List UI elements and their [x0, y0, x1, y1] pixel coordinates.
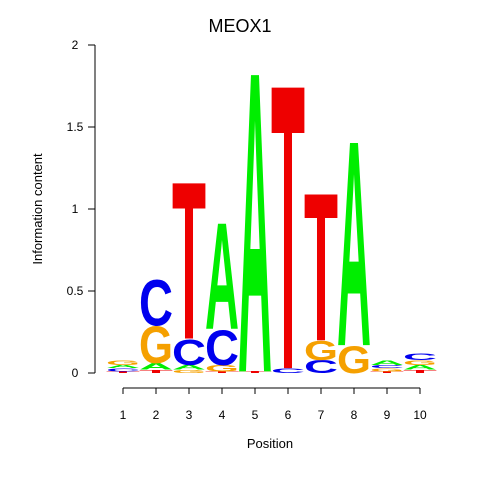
logo-letter-g: G: [403, 359, 437, 367]
logo-letter-c: C: [370, 364, 404, 369]
logo-letter-c: C: [304, 357, 338, 377]
x-tick-label: 4: [219, 408, 226, 422]
logo-letter-c: C: [172, 332, 206, 373]
y-axis: 0 0.5 1 1.5 2: [67, 38, 96, 380]
logo-letter-g: G: [337, 338, 371, 381]
logo-letter-g: G: [370, 367, 404, 372]
y-tick-label: 1.5: [67, 120, 84, 134]
y-tick-label: 0.5: [67, 284, 84, 298]
x-tick-label: 10: [413, 408, 427, 422]
logo-letter-g: G: [172, 369, 206, 374]
logo-letter-t: T: [106, 371, 140, 374]
x-tick-label: 8: [351, 408, 358, 422]
logo-letter-c: C: [205, 320, 239, 376]
y-tick-label: 0: [72, 366, 79, 380]
x-tick-label: 9: [384, 408, 391, 422]
logo-letter-c: C: [403, 352, 437, 362]
logo-letter-t: T: [370, 371, 404, 374]
logo-letter-g: G: [106, 359, 140, 367]
logo-letter-t: T: [205, 371, 239, 374]
logo-letter-a: A: [370, 359, 404, 367]
logo-letter-t: T: [238, 371, 272, 374]
x-axis-title: Position: [247, 436, 293, 451]
logo-letter-a: A: [403, 364, 437, 372]
x-tick-label: 6: [285, 408, 292, 422]
x-tick-label: 1: [120, 408, 127, 422]
logo-letter-a: A: [139, 362, 173, 372]
y-axis-title: Information content: [30, 153, 45, 265]
logo-letter-a: A: [205, 191, 239, 361]
logo-letter-a: A: [106, 364, 140, 369]
x-tick-label: 7: [318, 408, 325, 422]
logo-letter-t: T: [172, 134, 206, 387]
y-tick-label: 2: [72, 38, 79, 52]
logo-letter-g: G: [139, 316, 173, 375]
logo-letter-g: G: [304, 335, 338, 366]
logo-letter-t: T: [403, 369, 437, 374]
y-tick-label: 1: [72, 202, 79, 216]
logo-letter-a: A: [172, 364, 206, 372]
logo-letter-c: C: [139, 267, 173, 341]
x-tick-label: 3: [186, 408, 193, 422]
logo-letter-t: T: [139, 369, 173, 374]
x-tick-label: 2: [153, 408, 160, 422]
x-tick-label: 5: [252, 408, 259, 422]
logo-letter-g: G: [205, 363, 239, 373]
logo-letter-c: C: [271, 367, 305, 375]
logo-letter-a: A: [238, 0, 272, 463]
logo-letter-c: C: [106, 367, 140, 372]
chart-title: MEOX1: [208, 16, 271, 36]
logo-letter-t: T: [304, 149, 338, 386]
x-axis: 1 2 3 4 5 6 7 8 9 10: [120, 387, 427, 422]
logo-letter-t: T: [271, 0, 305, 455]
logo-letter-a: A: [337, 80, 371, 408]
